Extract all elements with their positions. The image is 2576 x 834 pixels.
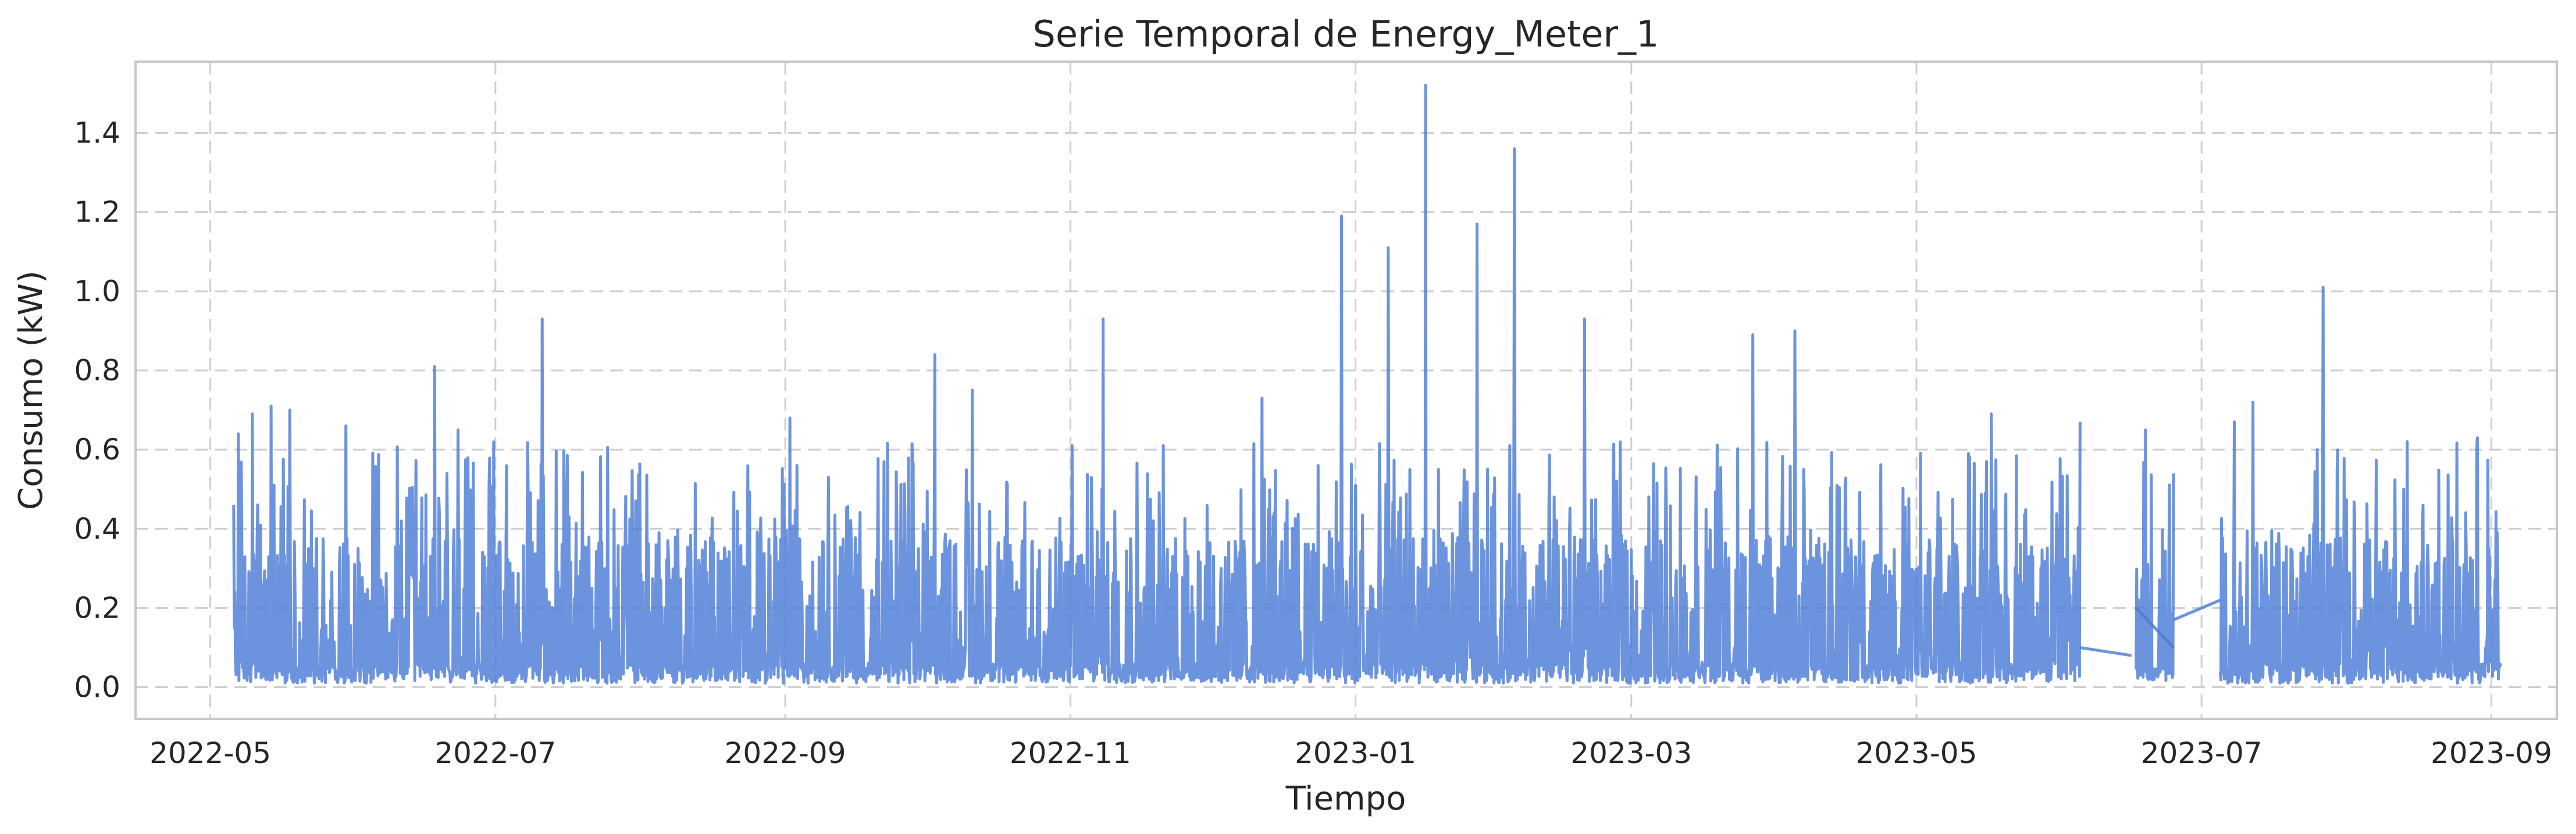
x-tick-label: 2023-01 — [1295, 736, 1416, 770]
series-layer — [232, 84, 2502, 685]
series-gap-bridge — [2173, 598, 2221, 622]
y-tick-labels: 0.0 0.2 0.4 0.6 0.8 1.0 1.2 1.4 — [74, 116, 120, 704]
x-axis-label: Tiempo — [1285, 780, 1406, 818]
y-axis-label: Consumo (kW) — [12, 270, 50, 510]
series-gap-bridge — [2135, 607, 2175, 649]
y-tick-label: 1.2 — [74, 195, 120, 229]
y-tick-label: 0.4 — [74, 512, 120, 546]
y-tick-label: 0.2 — [74, 591, 120, 625]
x-tick-labels: 2022-05 2022-07 2022-09 2022-11 2023-01 2023-… — [149, 736, 2552, 770]
x-tick-label: 2023-07 — [2141, 736, 2263, 770]
x-tick-label: 2022-05 — [149, 736, 271, 770]
x-tick-label: 2022-09 — [725, 736, 846, 770]
y-tick-label: 0.0 — [74, 671, 120, 704]
chart-title: Serie Temporal de Energy_Meter_1 — [1033, 13, 1659, 55]
plot-frame — [134, 60, 2558, 720]
series-line-segment — [2218, 286, 2502, 685]
y-tick-label: 0.6 — [74, 433, 120, 466]
x-tick-label: 2023-03 — [1570, 736, 1692, 770]
y-tick-label: 0.8 — [74, 354, 120, 387]
series-line-segment — [2135, 428, 2175, 682]
y-tick-label: 1.0 — [74, 275, 120, 308]
x-tick-label: 2023-05 — [1856, 736, 1978, 770]
x-tick-label: 2022-11 — [1010, 736, 1131, 770]
series-line-segment — [232, 84, 2082, 685]
x-tick-label: 2022-07 — [434, 736, 556, 770]
y-tick-label: 1.4 — [74, 116, 120, 150]
x-tick-label: 2023-09 — [2431, 736, 2552, 770]
series-gap-bridge — [2079, 646, 2132, 657]
